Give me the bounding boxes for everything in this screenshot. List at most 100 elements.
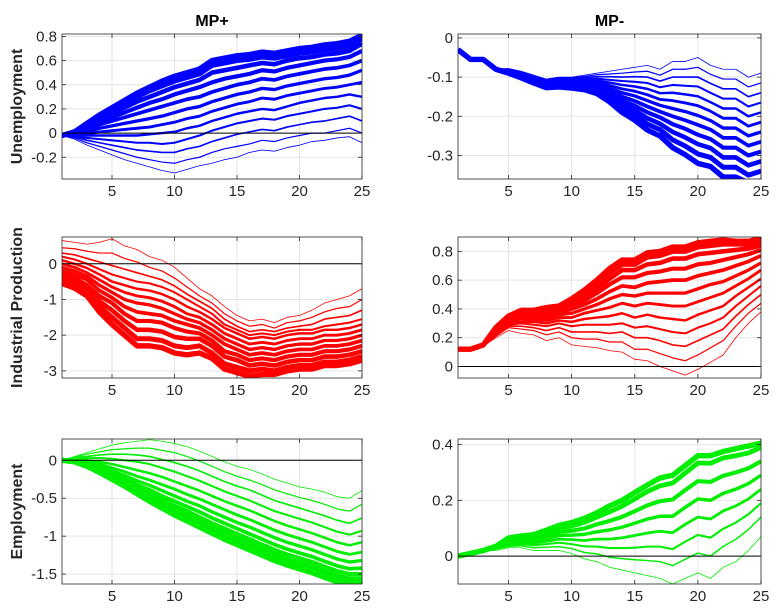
panel-employment-mp-minus: 5 10 15 20 25 0 0.2 0.4 xyxy=(432,437,769,605)
series-line-8 xyxy=(62,269,362,357)
y-tick-label: 0.2 xyxy=(36,101,57,118)
panel-industrial-production-mp-plus: 5 10 15 20 25 -3 -2 -1 0 Industrial Production xyxy=(9,227,370,399)
series-group xyxy=(62,238,362,378)
x-tick-label: 5 xyxy=(108,588,116,605)
axes-frame xyxy=(457,236,762,379)
series-line-12 xyxy=(458,47,761,179)
x-tick-label: 25 xyxy=(354,183,371,200)
series-line-3 xyxy=(62,115,362,154)
x-tick-label: 15 xyxy=(626,382,643,399)
series-line-10 xyxy=(62,41,362,138)
series-line-6 xyxy=(62,80,362,137)
y-tick-label: 0.2 xyxy=(432,492,453,509)
axes-frame xyxy=(61,33,363,180)
x-tick-label: 5 xyxy=(504,183,512,200)
y-tick-label: 0.8 xyxy=(36,28,57,45)
series-line-3 xyxy=(458,293,761,351)
x-tick-label: 5 xyxy=(504,588,512,605)
x-tick-label: 15 xyxy=(229,183,246,200)
y-axis-label: Employment xyxy=(9,463,26,560)
series-line-3 xyxy=(62,252,362,333)
series-line-7 xyxy=(62,68,362,138)
plot-area xyxy=(458,34,761,179)
series-line-12 xyxy=(62,457,362,584)
y-tick-label: -0.1 xyxy=(427,69,453,86)
series-line-1 xyxy=(458,311,761,376)
series-group xyxy=(62,439,362,584)
panel-employment-mp-plus: 5 10 15 20 25 -1.5 -1 -0.5 0 Employment xyxy=(9,438,371,605)
series-line-10 xyxy=(62,275,362,368)
y-tick-label: -0.2 xyxy=(31,149,57,166)
y-tick-label: -3 xyxy=(44,363,57,380)
y-tick-label: -2 xyxy=(44,327,57,344)
series-line-12 xyxy=(62,280,362,378)
series-line-1 xyxy=(458,536,761,584)
series-line-1 xyxy=(62,135,362,174)
series-line-9 xyxy=(62,49,362,138)
x-tick-label: 15 xyxy=(229,588,246,605)
series-line-2 xyxy=(62,247,362,329)
series-line-6 xyxy=(62,262,362,346)
series-line-11 xyxy=(62,279,362,374)
panel-title: MP- xyxy=(595,13,624,30)
y-tick-label: 0 xyxy=(445,358,453,375)
axes-frame xyxy=(457,33,762,180)
series-line-2 xyxy=(458,302,761,362)
series-line-7 xyxy=(62,458,362,564)
x-tick-label: 20 xyxy=(690,183,707,200)
x-tick-label: 25 xyxy=(753,183,770,200)
series-line-5 xyxy=(62,458,362,547)
y-tick-label: -0.3 xyxy=(427,147,453,164)
x-tick-label: 5 xyxy=(108,183,116,200)
y-tick-label: 0.6 xyxy=(432,272,453,289)
series-line-4 xyxy=(62,255,362,337)
panel-industrial-production-mp-minus: 5 10 15 20 25 0 0.2 0.4 0.6 0.8 xyxy=(432,236,769,399)
y-tick-label: 0 xyxy=(49,256,57,273)
series-group xyxy=(458,237,761,376)
panel-title: MP+ xyxy=(195,13,228,30)
y-tick-label: 0.2 xyxy=(432,330,453,347)
y-tick-label: -1 xyxy=(44,528,57,545)
x-tick-label: 25 xyxy=(753,588,770,605)
series-line-5 xyxy=(62,259,362,340)
series-line-1 xyxy=(62,439,362,499)
y-axis-label: Industrial Production xyxy=(9,227,26,388)
series-line-4 xyxy=(62,456,362,536)
x-tick-label: 5 xyxy=(108,382,116,399)
x-tick-label: 20 xyxy=(690,382,707,399)
y-tick-label: 0 xyxy=(49,452,57,469)
x-tick-label: 20 xyxy=(690,588,707,605)
axes-frame xyxy=(61,236,363,379)
x-tick-label: 15 xyxy=(626,588,643,605)
y-tick-label: -1.5 xyxy=(31,566,57,583)
y-tick-label: 0.4 xyxy=(36,77,57,94)
series-line-8 xyxy=(62,58,362,138)
x-tick-label: 20 xyxy=(291,382,308,399)
x-tick-label: 20 xyxy=(291,183,308,200)
series-group xyxy=(458,440,761,584)
y-tick-label: -1 xyxy=(44,291,57,308)
y-tick-label: 0 xyxy=(445,548,453,565)
series-line-6 xyxy=(62,458,362,556)
series-line-12 xyxy=(458,237,761,352)
series-line-8 xyxy=(458,440,761,559)
axes-frame xyxy=(61,438,363,585)
x-tick-label: 10 xyxy=(563,183,580,200)
series-line-5 xyxy=(62,93,362,137)
x-tick-label: 10 xyxy=(166,588,183,605)
series-line-7 xyxy=(62,265,362,352)
axes-frame xyxy=(457,438,762,585)
x-tick-label: 25 xyxy=(354,588,371,605)
y-tick-label: 0.8 xyxy=(432,243,453,260)
y-tick-label: 0 xyxy=(49,125,57,142)
series-group xyxy=(458,47,761,179)
y-tick-label: 0.4 xyxy=(432,301,453,318)
y-axis-label: Unemployment xyxy=(9,48,26,164)
x-tick-label: 10 xyxy=(563,382,580,399)
x-tick-label: 25 xyxy=(354,382,371,399)
x-tick-label: 10 xyxy=(166,183,183,200)
series-line-4 xyxy=(62,104,362,145)
series-line-2 xyxy=(62,447,362,512)
panel-unemployment-mp-minus: 5 10 15 20 25 -0.3 -0.2 -0.1 0 MP- xyxy=(427,13,769,200)
